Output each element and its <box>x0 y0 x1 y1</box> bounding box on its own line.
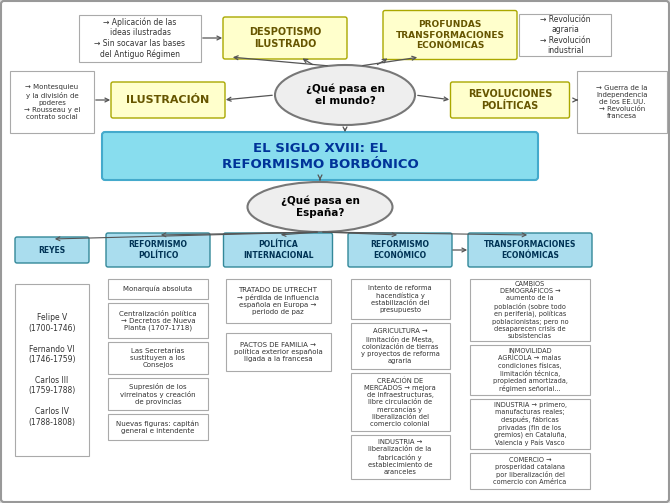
Text: INDUSTRIA →
liberalización de la
fabricación y
establecimiento de
aranceles: INDUSTRIA → liberalización de la fabrica… <box>368 440 432 475</box>
Text: Las Secretarías
sustituyen a los
Consejos: Las Secretarías sustituyen a los Consejo… <box>131 348 186 368</box>
FancyBboxPatch shape <box>226 279 330 323</box>
Text: TRATADO DE UTRECHT
→ pérdida de influencia
española en Europa →
periodo de paz: TRATADO DE UTRECHT → pérdida de influenc… <box>237 287 319 315</box>
FancyBboxPatch shape <box>79 15 201 61</box>
Text: INMOVILIDAD
AGRÍCOLA → malas
condiciones físicas,
limitación técnica,
propiedad : INMOVILIDAD AGRÍCOLA → malas condiciones… <box>492 348 567 392</box>
Text: ¿Qué pasa en
España?: ¿Qué pasa en España? <box>281 196 359 218</box>
FancyBboxPatch shape <box>519 14 611 56</box>
Text: EL SIGLO XVIII: EL
REFORMISMO BORBÓNICO: EL SIGLO XVIII: EL REFORMISMO BORBÓNICO <box>222 141 418 171</box>
FancyBboxPatch shape <box>108 303 208 338</box>
FancyBboxPatch shape <box>383 11 517 59</box>
FancyBboxPatch shape <box>15 284 89 456</box>
Ellipse shape <box>247 182 393 232</box>
Text: → Revolución
agraria
→ Revolución
industrial: → Revolución agraria → Revolución indust… <box>540 15 590 55</box>
Text: ILUSTRACIÓN: ILUSTRACIÓN <box>127 95 210 105</box>
FancyBboxPatch shape <box>108 378 208 410</box>
FancyBboxPatch shape <box>350 279 450 319</box>
FancyBboxPatch shape <box>348 233 452 267</box>
Text: → Aplicación de las
ideas ilustradas
→ Sin socavar las bases
del Antiguo Régimen: → Aplicación de las ideas ilustradas → S… <box>94 17 186 59</box>
Text: → Guerra de la
Independencia
de los EE.UU.
→ Revolución
francesa: → Guerra de la Independencia de los EE.U… <box>596 85 648 119</box>
FancyBboxPatch shape <box>226 333 330 371</box>
FancyBboxPatch shape <box>470 453 590 489</box>
Text: Monarquía absoluta: Monarquía absoluta <box>123 286 192 292</box>
Text: Supresión de los
virreinatos y creación
de provincias: Supresión de los virreinatos y creación … <box>120 383 196 405</box>
Text: INDUSTRIA → primero,
manufacturas reales;
después, fábricas
privadas (fin de los: INDUSTRIA → primero, manufacturas reales… <box>494 402 567 446</box>
FancyBboxPatch shape <box>102 132 538 180</box>
Text: REVOLUCIONES
POLÍTICAS: REVOLUCIONES POLÍTICAS <box>468 89 552 111</box>
Text: TRANSFORMACIONES
ECONÓMICAS: TRANSFORMACIONES ECONÓMICAS <box>484 240 576 260</box>
FancyBboxPatch shape <box>350 373 450 431</box>
FancyBboxPatch shape <box>10 71 94 133</box>
Text: Centralización política
→ Decretos de Nueva
Planta (1707-1718): Centralización política → Decretos de Nu… <box>119 310 197 331</box>
Text: CREACIÓN DE
MERCADOS → mejora
de infraestructuras,
libre circulación de
mercancí: CREACIÓN DE MERCADOS → mejora de infraes… <box>364 377 436 427</box>
Text: REFORMISMO
POLÍTICO: REFORMISMO POLÍTICO <box>129 240 188 260</box>
Text: ¿Qué pasa en
el mundo?: ¿Qué pasa en el mundo? <box>306 83 385 107</box>
Text: AGRICULTURA →
limitación de Mesta,
colonización de tierras
y proyectos de reform: AGRICULTURA → limitación de Mesta, colon… <box>360 328 440 364</box>
FancyBboxPatch shape <box>108 279 208 299</box>
Text: PACTOS DE FAMILIA →
política exterior española
ligada a la francesa: PACTOS DE FAMILIA → política exterior es… <box>234 342 322 362</box>
FancyBboxPatch shape <box>468 233 592 267</box>
FancyBboxPatch shape <box>350 435 450 479</box>
Text: → Montesquieu
y la división de
poderes
→ Rousseau y el
contrato social: → Montesquieu y la división de poderes →… <box>24 85 80 120</box>
Ellipse shape <box>275 65 415 125</box>
Text: COMERCIO →
prosperidad catalana
por liberalización del
comercio con América: COMERCIO → prosperidad catalana por libe… <box>493 457 567 485</box>
Text: DESPOTISMO
ILUSTRADO: DESPOTISMO ILUSTRADO <box>249 27 321 49</box>
Text: PROFUNDAS
TRANSFORMACIONES
ECONÓMICAS: PROFUNDAS TRANSFORMACIONES ECONÓMICAS <box>395 20 505 50</box>
FancyBboxPatch shape <box>108 342 208 374</box>
FancyBboxPatch shape <box>15 237 89 263</box>
FancyBboxPatch shape <box>450 82 570 118</box>
FancyBboxPatch shape <box>577 71 667 133</box>
Text: REYES: REYES <box>38 245 66 255</box>
Text: Nuevas figuras: capitán
general e intendente: Nuevas figuras: capitán general e intend… <box>117 420 200 434</box>
Text: Intento de reforma
hacendística y
estabilización del
presupuesto: Intento de reforma hacendística y estabi… <box>369 285 431 313</box>
FancyBboxPatch shape <box>470 345 590 395</box>
Text: REFORMISMO
ECONÓMICO: REFORMISMO ECONÓMICO <box>371 240 429 260</box>
Text: Felipe V
(1700-1746)

Fernando VI
(1746-1759)

Carlos III
(1759-1788)

Carlos IV: Felipe V (1700-1746) Fernando VI (1746-1… <box>28 313 76 427</box>
FancyBboxPatch shape <box>108 414 208 440</box>
FancyBboxPatch shape <box>223 17 347 59</box>
FancyBboxPatch shape <box>470 279 590 341</box>
FancyBboxPatch shape <box>106 233 210 267</box>
FancyBboxPatch shape <box>224 233 332 267</box>
FancyBboxPatch shape <box>470 399 590 449</box>
Text: POLÍTICA
INTERNACIONAL: POLÍTICA INTERNACIONAL <box>243 240 314 260</box>
FancyBboxPatch shape <box>111 82 225 118</box>
Text: CAMBIOS
DEMOGRÁFICOS →
aumento de la
población (sobre todo
en periferia), políti: CAMBIOS DEMOGRÁFICOS → aumento de la pob… <box>492 281 568 339</box>
FancyBboxPatch shape <box>350 323 450 369</box>
